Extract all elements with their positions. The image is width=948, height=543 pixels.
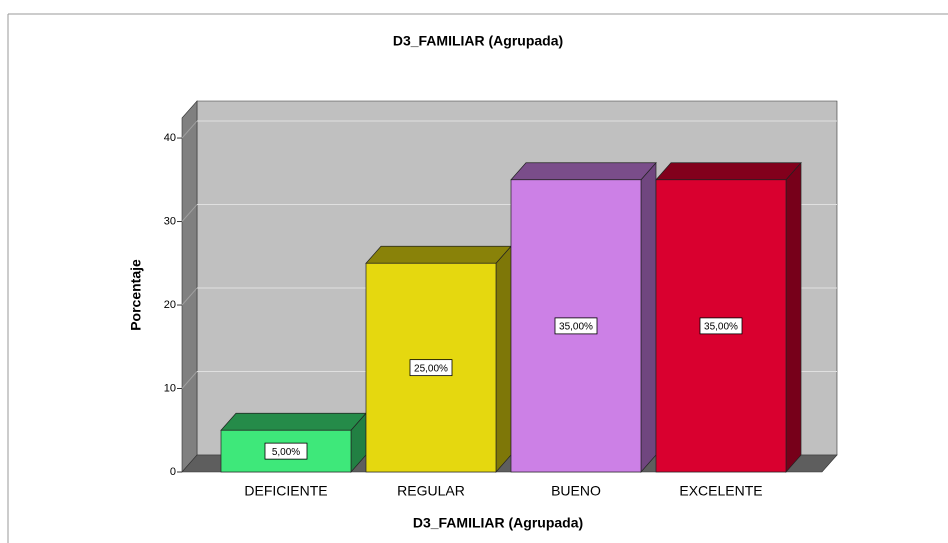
value-label-box [264, 442, 308, 460]
value-label: 5,00% [272, 447, 300, 458]
side-wall [181, 100, 198, 473]
value-label-box [699, 317, 743, 335]
value-label: 25,00% [414, 363, 448, 374]
value-label-box [554, 317, 598, 335]
x-tick-label: DEFICIENTE [244, 483, 327, 499]
y-tick-label: 20 [164, 299, 176, 311]
value-label: 35,00% [704, 322, 738, 333]
bar-side [495, 245, 512, 473]
grid-line-side [181, 120, 198, 139]
value-label-box [409, 359, 453, 377]
y-tick-label: 40 [164, 132, 176, 144]
grid-line-side [181, 204, 198, 222]
value-label: 35,00% [559, 322, 593, 333]
x-axis-label: D3_FAMILIAR (Agrupada) [413, 515, 583, 531]
bar-top [510, 162, 657, 181]
x-tick-label: BUENO [551, 483, 601, 499]
y-tick-label: 30 [164, 215, 176, 227]
y-tick-label: 0 [170, 466, 176, 478]
y-axis-label: Porcentaje [128, 259, 144, 331]
grid-line-side [181, 371, 198, 389]
x-tick-label: REGULAR [397, 483, 465, 499]
bar-side [785, 161, 802, 473]
chart-title: D3_FAMILIAR (Agrupada) [393, 33, 563, 49]
y-tick-label: 10 [164, 382, 176, 394]
bar-side [640, 161, 657, 473]
bar-top [365, 245, 512, 264]
bar-top [220, 412, 367, 431]
bar-top [655, 162, 802, 181]
grid-line-side [181, 287, 198, 306]
x-tick-label: EXCELENTE [679, 483, 762, 499]
